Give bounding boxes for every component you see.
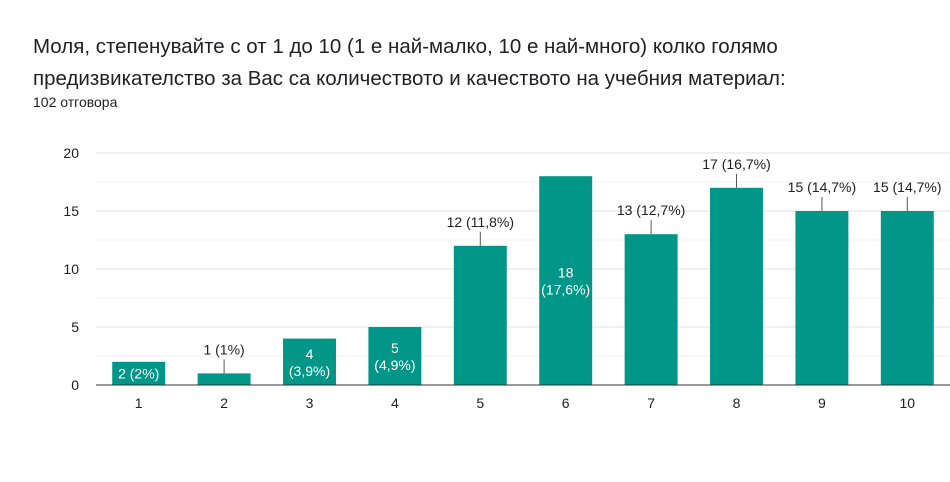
bar [368, 327, 422, 385]
data-label: 15 (14,7%) [788, 179, 856, 195]
bar [197, 373, 251, 385]
data-label: 17 (16,7%) [702, 156, 770, 172]
question-title: Моля, степенувайте с от 1 до 10 (1 е най… [33, 35, 786, 90]
x-tick-label: 2 [220, 395, 228, 411]
bar-layer [112, 176, 934, 385]
bar [880, 211, 934, 385]
x-tick-label: 8 [733, 395, 741, 411]
y-tick-label: 15 [63, 203, 79, 219]
data-label: 4 (3,9%) [289, 346, 330, 379]
data-label: 13 (12,7%) [617, 202, 685, 218]
data-label: 2 (2%) [118, 365, 159, 381]
x-tick-label: 3 [306, 395, 314, 411]
data-label: 12 (11,8%) [447, 214, 514, 230]
bar [795, 211, 849, 385]
data-label-layer: 2 (2%) 1 (1%) 4 (3,9%) 5 (4,9%) 12 (11,8%) 18 (1… [118, 156, 941, 382]
x-tick-label: 4 [391, 395, 399, 411]
data-label: 5 (4,9%) [374, 340, 415, 373]
bar [283, 338, 336, 385]
bar [112, 361, 166, 385]
y-tick-label: 0 [71, 377, 79, 393]
x-tick-label: 5 [476, 395, 484, 411]
x-tick-label: 7 [647, 395, 655, 411]
bar [539, 176, 593, 385]
x-tick-label: 6 [562, 395, 570, 411]
data-label: 18 (17,6%) [541, 265, 590, 298]
axis-layer: 0 5 10 15 20 1 2 3 4 5 6 7 8 9 10 [63, 145, 950, 411]
x-tick-label: 1 [135, 395, 143, 411]
data-label: 15 (14,7%) [873, 179, 941, 195]
x-tick-label: 10 [900, 395, 916, 411]
data-label: 1 (1%) [203, 341, 244, 357]
y-tick-label: 5 [71, 319, 79, 335]
y-tick-label: 10 [63, 261, 79, 277]
bar [624, 234, 678, 385]
bar [710, 187, 763, 385]
y-tick-label: 20 [63, 145, 79, 161]
bar [453, 245, 507, 385]
response-count: 102 отговора [33, 94, 118, 110]
x-tick-label: 9 [818, 395, 826, 411]
